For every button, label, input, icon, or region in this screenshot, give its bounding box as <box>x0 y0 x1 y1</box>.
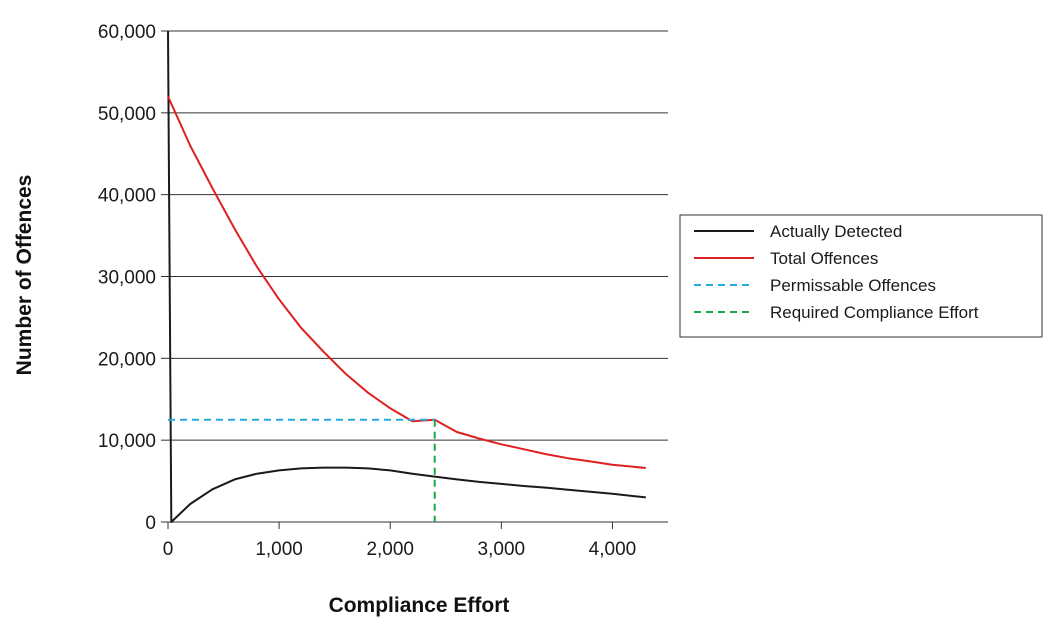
y-tick-label: 10,000 <box>98 431 156 452</box>
series-line-actually-detected <box>167 30 646 523</box>
x-axis-title: Compliance Effort <box>329 594 510 617</box>
x-tick-label: 2,000 <box>366 539 414 560</box>
y-tick-label: 20,000 <box>98 349 156 370</box>
y-tick-label: 0 <box>145 513 156 534</box>
legend-label-required-compliance-effort: Required Compliance Effort <box>770 303 979 322</box>
series-line-total-offences <box>167 96 646 469</box>
x-tick-label: 4,000 <box>589 539 637 560</box>
legend-label-actually-detected: Actually Detected <box>770 222 902 241</box>
series-group <box>167 30 646 523</box>
x-tick-label: 0 <box>163 539 174 560</box>
axes <box>161 30 668 529</box>
legend-box <box>679 214 1043 338</box>
x-tick-label: 1,000 <box>255 539 303 560</box>
y-tick-label: 60,000 <box>98 22 156 43</box>
grid-lines <box>168 30 668 441</box>
y-axis-title: Number of Offences <box>13 175 36 376</box>
legend-label-permissable-offences: Permissable Offences <box>770 276 936 295</box>
y-tick-label: 40,000 <box>98 186 156 207</box>
x-tick-label: 3,000 <box>478 539 526 560</box>
legend-label-total-offences: Total Offences <box>770 249 878 268</box>
legend: Actually Detected Total Offences Permissab… <box>679 214 1043 338</box>
y-tick-label: 50,000 <box>98 104 156 125</box>
y-tick-label: 30,000 <box>98 268 156 289</box>
tick-labels: 0 10,000 20,000 30,000 40,000 50,000 60,000 0 1,… <box>98 22 636 560</box>
legend-items: Actually Detected Total Offences Permissab… <box>694 222 979 322</box>
